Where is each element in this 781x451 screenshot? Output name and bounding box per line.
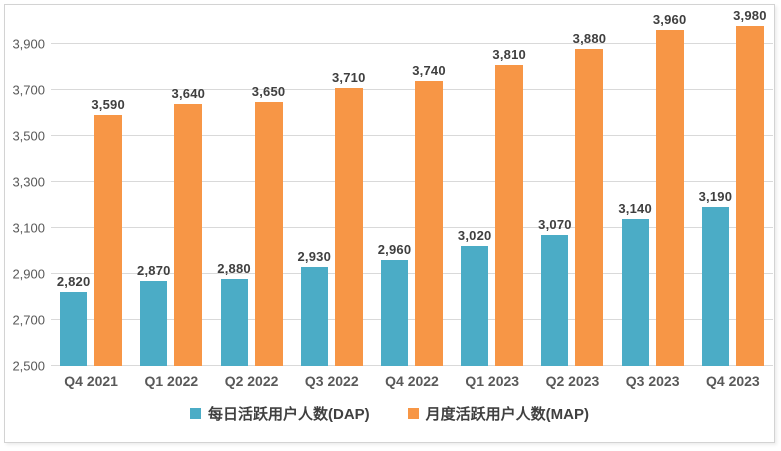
bar-value-label: 3,020 bbox=[457, 228, 492, 244]
bar-value-label: 3,710 bbox=[331, 69, 366, 85]
legend-item-map: 月度活跃用户人数(MAP) bbox=[407, 403, 589, 424]
plot-area: 2,820 3,590 2,870 3,640 2,880 3,650 2,930 3,710… bbox=[51, 8, 773, 366]
bar-map: 3,590 bbox=[91, 97, 125, 366]
x-axis: Q4 2021 Q1 2022 Q2 2022 Q3 2022 Q4 2022 Q1 20… bbox=[51, 373, 773, 389]
bar-group: 2,960 3,740 bbox=[378, 21, 446, 366]
y-tick-label: 3,500 bbox=[12, 128, 45, 144]
x-tick-label: Q1 2022 bbox=[144, 373, 199, 389]
bar-value-label: 3,810 bbox=[492, 46, 526, 62]
bar-dap: 3,070 bbox=[538, 217, 571, 366]
bar-group: 2,880 3,650 bbox=[217, 21, 285, 366]
x-tick-label: Q2 2023 bbox=[545, 373, 600, 389]
bar-value-label: 3,140 bbox=[618, 200, 652, 216]
legend: 每日活跃用户人数(DAP) 月度活跃用户人数(MAP) bbox=[5, 403, 774, 424]
bar-value-label: 2,870 bbox=[137, 262, 171, 278]
y-tick-label: 2,500 bbox=[12, 358, 45, 374]
bar-value-label: 3,960 bbox=[652, 12, 687, 28]
x-tick-label: Q3 2022 bbox=[304, 373, 359, 389]
gridline bbox=[51, 181, 773, 182]
bar-value-label: 3,880 bbox=[572, 30, 607, 46]
bar-map: 3,960 bbox=[653, 12, 686, 366]
bar-dap: 2,880 bbox=[217, 261, 251, 366]
bar-value-label: 3,190 bbox=[698, 189, 733, 205]
x-tick-label: Q4 2023 bbox=[706, 373, 760, 389]
bar-dap: 2,930 bbox=[297, 249, 331, 366]
bar-dap: 3,020 bbox=[458, 228, 491, 366]
bar-group: 3,190 3,980 bbox=[699, 8, 766, 366]
bar-value-label: 3,640 bbox=[171, 85, 206, 101]
x-tick-label: Q2 2022 bbox=[224, 373, 279, 389]
y-axis: 2,500 2,700 2,900 3,100 3,300 3,500 3,700 3,900 bbox=[5, 21, 47, 374]
gridline bbox=[51, 89, 773, 90]
bar-group: 3,020 3,810 bbox=[458, 21, 526, 366]
bar-groups: 2,820 3,590 2,870 3,640 2,880 3,650 2,930 3,710… bbox=[51, 8, 773, 366]
bar-dap: 2,870 bbox=[137, 263, 170, 366]
bar-value-label: 2,820 bbox=[56, 274, 91, 290]
chart-frame: 2,500 2,700 2,900 3,100 3,300 3,500 3,700 3,900… bbox=[4, 4, 775, 443]
map-swatch-icon bbox=[407, 408, 419, 419]
bar-dap: 3,190 bbox=[699, 189, 732, 366]
gridline bbox=[51, 135, 773, 136]
y-tick-label: 3,700 bbox=[12, 82, 45, 98]
gridline bbox=[51, 319, 773, 320]
bar-group: 3,070 3,880 bbox=[538, 21, 606, 366]
x-tick-label: Q4 2021 bbox=[64, 373, 118, 389]
bar-map: 3,880 bbox=[573, 31, 606, 366]
x-tick-label: Q4 2022 bbox=[385, 373, 439, 389]
bar-value-label: 3,740 bbox=[412, 62, 446, 78]
bar-value-label: 3,070 bbox=[538, 216, 572, 232]
bar-group: 2,870 3,640 bbox=[137, 21, 205, 366]
x-tick-label: Q1 2023 bbox=[465, 373, 520, 389]
bar-dap: 3,140 bbox=[618, 201, 652, 366]
bar-group: 2,930 3,710 bbox=[297, 21, 365, 366]
gridline bbox=[51, 43, 773, 44]
bar-group: 2,820 3,590 bbox=[57, 21, 125, 366]
y-tick-label: 2,700 bbox=[12, 312, 45, 328]
bar-map: 3,710 bbox=[332, 70, 365, 366]
bar-dap: 2,820 bbox=[57, 274, 90, 366]
bar-value-label: 3,650 bbox=[251, 83, 286, 99]
gridline bbox=[51, 273, 773, 274]
bar-value-label: 3,980 bbox=[733, 7, 767, 23]
bar-map: 3,740 bbox=[412, 63, 446, 366]
gridline bbox=[51, 227, 773, 228]
y-tick-label: 2,900 bbox=[12, 266, 45, 282]
y-tick-label: 3,300 bbox=[12, 174, 45, 190]
x-tick-label: Q3 2023 bbox=[625, 373, 680, 389]
bar-value-label: 2,960 bbox=[377, 242, 412, 258]
bar-map: 3,980 bbox=[733, 8, 766, 366]
bar-map: 3,810 bbox=[492, 47, 526, 366]
legend-item-dap: 每日活跃用户人数(DAP) bbox=[190, 403, 370, 424]
bar-value-label: 3,590 bbox=[91, 97, 125, 113]
legend-label-dap: 每日活跃用户人数(DAP) bbox=[208, 406, 370, 423]
bar-value-label: 2,880 bbox=[217, 260, 251, 276]
y-tick-label: 3,100 bbox=[12, 220, 45, 236]
legend-label-map: 月度活跃用户人数(MAP) bbox=[425, 406, 589, 423]
bar-value-label: 2,930 bbox=[297, 249, 332, 265]
bar-dap: 2,960 bbox=[378, 242, 411, 366]
bar-map: 3,650 bbox=[252, 84, 285, 366]
dap-swatch-icon bbox=[190, 408, 201, 419]
bar-group: 3,140 3,960 bbox=[618, 12, 686, 366]
bar-map: 3,640 bbox=[172, 86, 205, 366]
y-tick-label: 3,900 bbox=[12, 36, 45, 52]
gridline bbox=[51, 365, 773, 366]
